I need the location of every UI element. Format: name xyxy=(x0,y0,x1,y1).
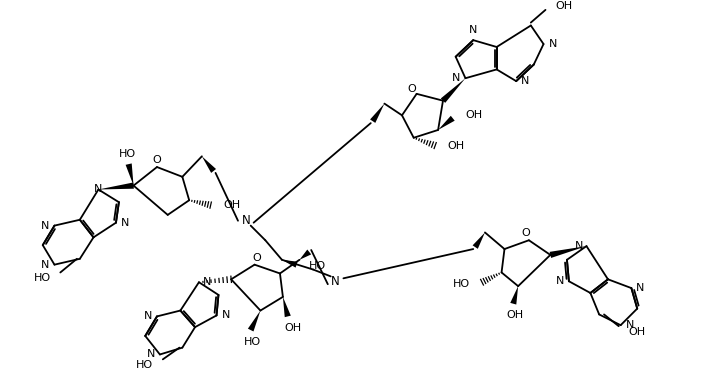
Polygon shape xyxy=(441,78,466,103)
Text: O: O xyxy=(153,155,162,165)
Text: O: O xyxy=(521,228,531,239)
Text: OH: OH xyxy=(507,310,523,320)
Text: HO: HO xyxy=(309,261,327,271)
Polygon shape xyxy=(282,260,298,267)
Text: N: N xyxy=(521,76,529,86)
Text: N: N xyxy=(469,25,477,35)
Polygon shape xyxy=(283,297,291,317)
Polygon shape xyxy=(510,286,518,305)
Text: HO: HO xyxy=(33,273,50,283)
Polygon shape xyxy=(248,310,260,332)
Text: O: O xyxy=(252,253,261,263)
Text: OH: OH xyxy=(448,141,465,151)
Polygon shape xyxy=(98,183,134,190)
Text: N: N xyxy=(41,260,50,270)
Text: N: N xyxy=(452,73,461,83)
Polygon shape xyxy=(125,163,133,186)
Text: N: N xyxy=(203,277,211,287)
Text: N: N xyxy=(575,241,583,251)
Polygon shape xyxy=(472,232,485,249)
Text: OH: OH xyxy=(224,200,241,210)
Text: N: N xyxy=(626,320,634,330)
Text: N: N xyxy=(94,185,102,194)
Polygon shape xyxy=(370,104,384,123)
Text: HO: HO xyxy=(136,360,153,370)
Text: HO: HO xyxy=(244,337,261,347)
Text: OH: OH xyxy=(555,1,572,11)
Text: N: N xyxy=(636,283,645,293)
Text: HO: HO xyxy=(454,279,470,289)
Polygon shape xyxy=(549,246,586,258)
Text: OH: OH xyxy=(284,323,301,333)
Text: N: N xyxy=(331,275,340,288)
Text: OH: OH xyxy=(629,327,645,337)
Polygon shape xyxy=(202,156,216,173)
Polygon shape xyxy=(299,249,311,260)
Text: HO: HO xyxy=(119,149,136,160)
Text: N: N xyxy=(221,310,230,320)
Text: N: N xyxy=(41,221,50,231)
Text: N: N xyxy=(146,350,155,359)
Text: N: N xyxy=(121,218,129,228)
Text: O: O xyxy=(407,84,416,94)
Polygon shape xyxy=(438,116,455,130)
Text: N: N xyxy=(143,311,152,321)
Text: N: N xyxy=(556,276,564,286)
Text: OH: OH xyxy=(466,110,482,120)
Text: N: N xyxy=(242,214,250,227)
Text: N: N xyxy=(549,39,557,49)
